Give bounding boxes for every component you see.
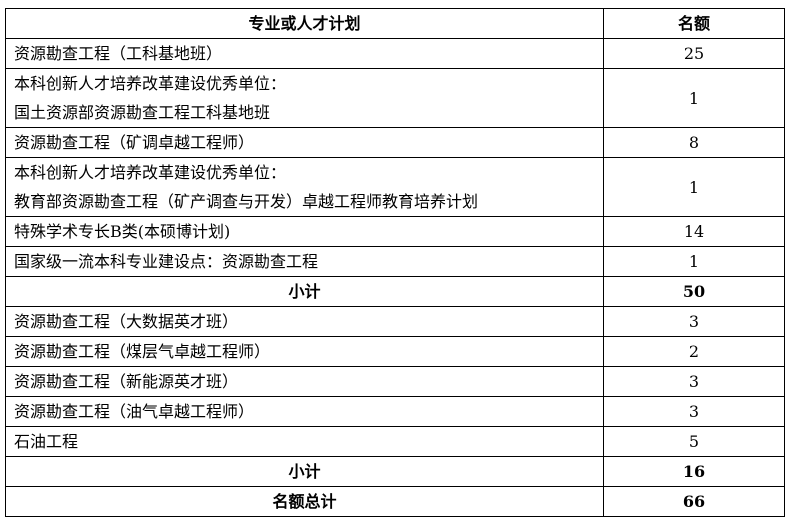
header-quota: 名额 xyxy=(603,8,785,39)
program-name-line: 资源勘查工程（油气卓越工程师） xyxy=(14,402,255,421)
program-name-line: 国家级一流本科专业建设点：资源勘查工程 xyxy=(14,252,319,271)
table-row: 本科创新人才培养改革建设优秀单位： 教育部资源勘查工程（矿产调查与开发）卓越工程师… xyxy=(5,157,785,217)
program-name-line: 国土资源部资源勘查工程工科基地班 xyxy=(14,103,271,122)
program-name-line: 本科创新人才培养改革建设优秀单位： xyxy=(14,74,287,93)
quota-cell: 1 xyxy=(603,157,785,217)
subtotal-row: 小计 50 xyxy=(5,276,785,307)
table-row: 资源勘查工程（新能源英才班） 3 xyxy=(5,366,785,397)
subtotal-row-count: 16 xyxy=(603,456,785,487)
quota-cell: 3 xyxy=(603,396,785,427)
header-row: 专业或人才计划 名额 xyxy=(5,8,785,39)
quota-cell: 14 xyxy=(603,216,785,247)
subtotal-row: 小计 16 xyxy=(5,456,785,487)
subtotal-row-label: 小计 xyxy=(5,456,604,487)
quota-table: 专业或人才计划 名额 资源勘查工程（工科基地班） 25 本科创新人才培养改革建设优秀… xyxy=(5,8,785,517)
table-row: 国家级一流本科专业建设点：资源勘查工程 1 xyxy=(5,246,785,277)
subtotal-row-label: 小计 xyxy=(5,276,604,307)
program-cell: 国家级一流本科专业建设点：资源勘查工程 xyxy=(5,246,604,277)
quota-cell: 1 xyxy=(603,68,785,128)
total-row-label: 名额总计 xyxy=(5,486,604,517)
table-row: 特殊学术专长B类(本硕博计划) 14 xyxy=(5,216,785,247)
program-cell: 资源勘查工程（工科基地班） xyxy=(5,38,604,69)
total-row: 名额总计 66 xyxy=(5,486,785,517)
program-cell: 资源勘查工程（矿调卓越工程师） xyxy=(5,127,604,158)
total-row-count: 66 xyxy=(603,486,785,517)
quota-cell: 2 xyxy=(603,336,785,367)
table-row: 资源勘查工程（大数据英才班） 3 xyxy=(5,306,785,337)
program-name-line: 石油工程 xyxy=(14,432,79,451)
table-row: 石油工程 5 xyxy=(5,426,785,457)
program-cell: 资源勘查工程（新能源英才班） xyxy=(5,366,604,397)
program-cell: 本科创新人才培养改革建设优秀单位： 教育部资源勘查工程（矿产调查与开发）卓越工程师… xyxy=(5,157,604,217)
program-cell: 资源勘查工程（煤层气卓越工程师） xyxy=(5,336,604,367)
program-cell: 资源勘查工程（油气卓越工程师） xyxy=(5,396,604,427)
quota-cell: 3 xyxy=(603,306,785,337)
quota-cell: 25 xyxy=(603,38,785,69)
table-row: 资源勘查工程（煤层气卓越工程师） 2 xyxy=(5,336,785,367)
table-body: 资源勘查工程（工科基地班） 25 本科创新人才培养改革建设优秀单位： 国土资源部资源勘… xyxy=(5,38,785,517)
program-cell: 本科创新人才培养改革建设优秀单位： 国土资源部资源勘查工程工科基地班 xyxy=(5,68,604,128)
quota-cell: 8 xyxy=(603,127,785,158)
program-name-line: 资源勘查工程（大数据英才班） xyxy=(14,312,239,331)
quota-cell: 3 xyxy=(603,366,785,397)
subtotal-row-count: 50 xyxy=(603,276,785,307)
program-name-line: 资源勘查工程（煤层气卓越工程师） xyxy=(14,342,271,361)
program-name-line: 资源勘查工程（新能源英才班） xyxy=(14,372,239,391)
table-row: 资源勘查工程（油气卓越工程师） 3 xyxy=(5,396,785,427)
table-row: 资源勘查工程（矿调卓越工程师） 8 xyxy=(5,127,785,158)
header-program: 专业或人才计划 xyxy=(5,8,604,39)
program-name-line: 教育部资源勘查工程（矿产调查与开发）卓越工程师教育培养计划 xyxy=(14,192,479,211)
program-cell: 资源勘查工程（大数据英才班） xyxy=(5,306,604,337)
program-name-line: 本科创新人才培养改革建设优秀单位： xyxy=(14,163,287,182)
program-name-line: 特殊学术专长B类(本硕博计划) xyxy=(14,222,231,241)
program-cell: 石油工程 xyxy=(5,426,604,457)
quota-cell: 5 xyxy=(603,426,785,457)
quota-cell: 1 xyxy=(603,246,785,277)
program-cell: 特殊学术专长B类(本硕博计划) xyxy=(5,216,604,247)
program-name-line: 资源勘查工程（矿调卓越工程师） xyxy=(14,133,255,152)
table-row: 本科创新人才培养改革建设优秀单位： 国土资源部资源勘查工程工科基地班 1 xyxy=(5,68,785,128)
program-name-line: 资源勘查工程（工科基地班） xyxy=(14,44,223,63)
table-row: 资源勘查工程（工科基地班） 25 xyxy=(5,38,785,69)
